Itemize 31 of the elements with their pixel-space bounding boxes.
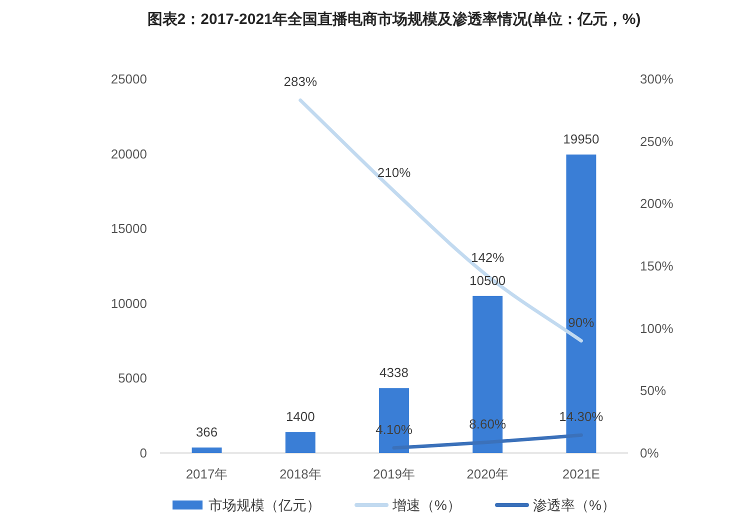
data-label: 4338 [380,365,408,380]
legend-label: 增速（%） [392,497,461,513]
data-label: 142% [470,250,504,265]
data-label: 283% [284,74,318,90]
y2-tick-label: 0% [640,446,659,460]
x-tick-label: 2018年 [279,466,322,482]
data-label: 366 [196,424,218,440]
y2-tick-label: 200% [640,196,674,212]
x-tick-label: 2017年 [186,466,228,482]
legend-label: 市场规模（亿元） [208,497,321,513]
y2-tick-label: 150% [640,258,674,274]
y-tick-label: 25000 [110,72,147,86]
data-label: 90% [568,314,594,330]
data-label: 210% [377,165,411,180]
x-tick-label: 2020年 [466,466,509,482]
x-tick-label: 2019年 [373,466,415,482]
y-tick-label: 5000 [118,370,147,386]
y2-tick-label: 50% [640,383,666,398]
legend-label: 渗透率（%） [533,497,616,513]
y-tick-label: 15000 [110,221,147,236]
y2-tick-label: 100% [640,320,674,336]
y-tick-label: 20000 [110,146,147,162]
data-label: 1400 [286,409,315,424]
x-tick-label: 2021E [562,466,600,482]
y2-tick-label: 300% [640,72,674,86]
y-tick-label: 0 [140,446,147,460]
data-label: 10500 [470,272,506,288]
data-label: 19950 [563,132,600,147]
title: 图表2：2017-2021年全国直播电商市场规模及渗透率情况(单位：亿元，%) [147,11,641,28]
y2-tick-label: 250% [640,134,674,149]
y-tick-label: 10000 [110,296,147,311]
